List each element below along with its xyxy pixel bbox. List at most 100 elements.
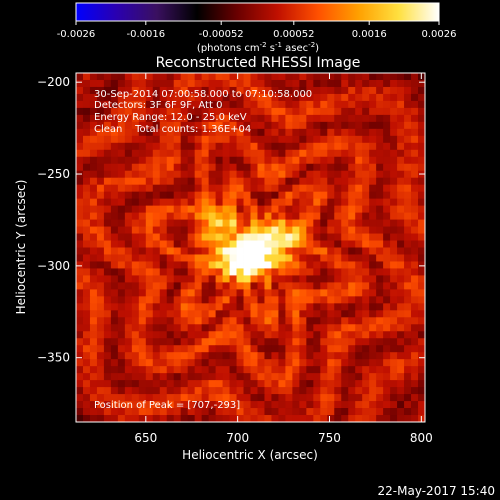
image-pixel	[320, 254, 328, 262]
image-pixel	[397, 373, 405, 381]
image-pixel	[117, 184, 126, 193]
image-pixel	[299, 191, 307, 200]
image-pixel	[124, 331, 133, 339]
image-pixel	[348, 415, 356, 423]
image-pixel	[390, 93, 398, 102]
image-pixel	[131, 73, 140, 81]
image-pixel	[124, 170, 133, 179]
image-pixel	[138, 408, 147, 416]
image-pixel	[383, 135, 391, 144]
image-pixel	[236, 191, 244, 200]
image-pixel	[285, 268, 293, 276]
image-pixel	[76, 128, 84, 137]
image-pixel	[271, 366, 279, 374]
image-pixel	[327, 240, 335, 248]
image-pixel	[194, 170, 203, 179]
image-pixel	[208, 73, 216, 81]
image-pixel	[222, 170, 230, 179]
image-pixel	[257, 73, 265, 81]
image-pixel	[362, 240, 370, 248]
image-pixel	[96, 142, 105, 151]
image-pixel	[320, 289, 328, 297]
image-pixel	[222, 387, 230, 395]
image-pixel	[292, 156, 300, 165]
image-pixel	[383, 184, 391, 193]
image-pixel	[166, 310, 175, 318]
image-pixel	[278, 233, 286, 241]
image-pixel	[355, 121, 363, 130]
image-pixel	[138, 156, 147, 165]
image-pixel	[313, 296, 321, 304]
image-pixel	[152, 198, 161, 207]
image-pixel	[208, 226, 216, 234]
image-pixel	[110, 338, 119, 346]
image-pixel	[418, 93, 426, 102]
image-pixel	[138, 226, 147, 234]
image-pixel	[152, 93, 161, 102]
image-pixel	[82, 191, 91, 200]
image-pixel	[411, 93, 419, 102]
image-pixel	[334, 142, 342, 151]
image-pixel	[131, 100, 140, 109]
image-pixel	[278, 324, 286, 332]
image-pixel	[418, 100, 426, 109]
image-pixel	[131, 275, 140, 283]
image-pixel	[362, 233, 370, 241]
image-pixel	[376, 156, 384, 165]
image-pixel	[299, 394, 307, 402]
image-pixel	[180, 170, 189, 179]
image-pixel	[411, 114, 419, 123]
image-pixel	[215, 415, 223, 423]
image-pixel	[292, 282, 300, 290]
image-pixel	[250, 205, 258, 213]
image-pixel	[404, 177, 412, 186]
image-pixel	[103, 303, 112, 311]
image-pixel	[320, 184, 328, 193]
image-pixel	[362, 324, 370, 332]
image-pixel	[110, 331, 119, 339]
image-pixel	[341, 345, 349, 353]
image-pixel	[299, 177, 307, 186]
image-pixel	[306, 387, 314, 395]
image-pixel	[250, 135, 258, 144]
image-pixel	[292, 86, 300, 95]
image-pixel	[110, 408, 119, 416]
image-pixel	[285, 191, 293, 200]
image-pixel	[76, 282, 84, 290]
image-pixel	[383, 408, 391, 416]
image-pixel	[285, 163, 293, 172]
image-pixel	[145, 233, 154, 241]
image-pixel	[166, 359, 175, 367]
image-pixel	[110, 177, 119, 186]
image-pixel	[89, 198, 98, 207]
image-pixel	[390, 268, 398, 276]
image-pixel	[376, 212, 384, 220]
image-pixel	[124, 79, 133, 88]
image-pixel	[138, 268, 147, 276]
image-pixel	[236, 282, 244, 290]
image-pixel	[103, 142, 112, 151]
image-pixel	[96, 373, 105, 381]
image-pixel	[369, 380, 377, 388]
image-pixel	[264, 149, 272, 158]
image-pixel	[131, 254, 140, 262]
image-pixel	[152, 331, 161, 339]
image-pixel	[103, 170, 112, 179]
image-pixel	[89, 289, 98, 297]
image-pixel	[383, 401, 391, 409]
image-pixel	[334, 226, 342, 234]
image-pixel	[215, 310, 223, 318]
image-pixel	[369, 205, 377, 213]
image-pixel	[355, 254, 363, 262]
image-pixel	[201, 366, 210, 374]
image-pixel	[320, 331, 328, 339]
image-pixel	[404, 296, 412, 304]
image-pixel	[117, 93, 126, 102]
image-pixel	[334, 338, 342, 346]
image-pixel	[236, 226, 244, 234]
image-pixel	[355, 184, 363, 193]
image-pixel	[355, 317, 363, 325]
image-pixel	[278, 205, 286, 213]
image-pixel	[76, 163, 84, 172]
image-pixel	[418, 212, 426, 220]
